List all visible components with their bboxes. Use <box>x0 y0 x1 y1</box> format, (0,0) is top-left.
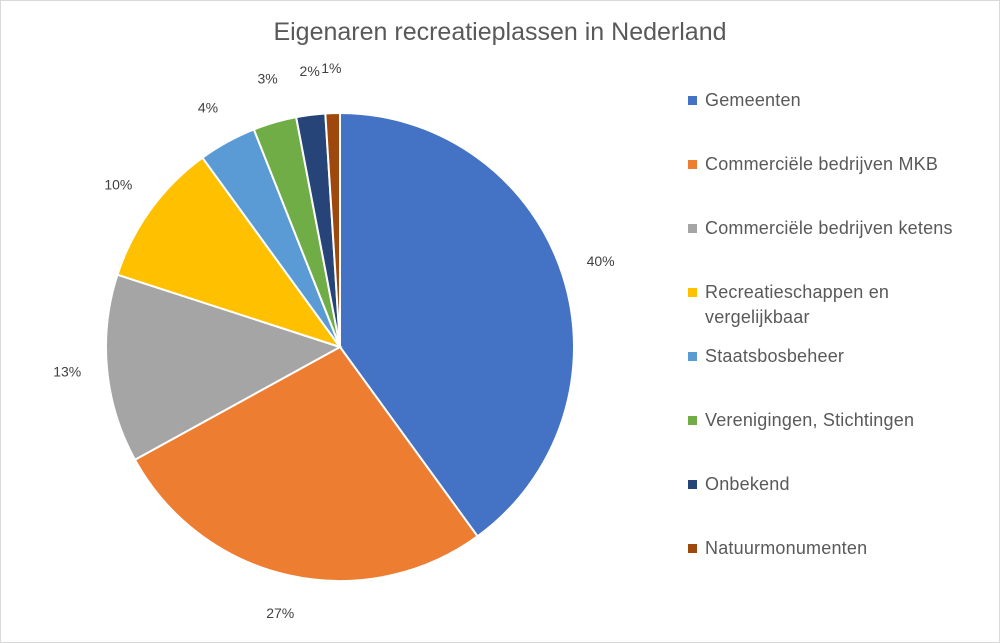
legend-label: Commerciële bedrijven ketens <box>705 218 953 238</box>
legend-label: Recreatieschappen en vergelijkbaar <box>705 282 890 327</box>
legend-label: Gemeenten <box>705 90 801 110</box>
pie-slice <box>133 345 479 582</box>
pie-slice <box>339 111 575 538</box>
legend-swatch <box>688 224 697 233</box>
data-label: 1% <box>321 60 341 76</box>
data-label: 10% <box>104 177 132 193</box>
legend-label: Verenigingen, Stichtingen <box>705 410 915 430</box>
legend-item: Natuurmonumenten <box>688 536 988 561</box>
legend-label: Natuurmonumenten <box>705 538 868 558</box>
data-label: 13% <box>53 363 81 379</box>
legend-label: Staatsbosbeheer <box>705 346 845 366</box>
data-label: 2% <box>300 63 320 79</box>
legend-label: Commerciële bedrijven MKB <box>705 154 939 174</box>
chart-title: Eigenaren recreatieplassen in Nederland <box>273 18 727 46</box>
data-label: 3% <box>257 71 277 87</box>
legend-item: Verenigingen, Stichtingen <box>688 408 988 433</box>
legend-swatch <box>688 352 697 361</box>
legend-label: Onbekend <box>705 474 790 494</box>
legend-item: Onbekend <box>688 472 988 497</box>
data-label: 40% <box>587 253 615 269</box>
legend-item: Recreatieschappen en vergelijkbaar <box>688 280 988 330</box>
legend-item: Staatsbosbeheer <box>688 344 988 369</box>
legend-swatch <box>688 544 697 553</box>
data-label: 27% <box>266 605 294 621</box>
legend-swatch <box>688 416 697 425</box>
pie-slice <box>116 156 343 349</box>
legend-swatch <box>688 288 697 297</box>
legend-item: Commerciële bedrijven MKB <box>688 152 988 177</box>
legend-swatch <box>688 96 697 105</box>
data-label: 4% <box>198 100 218 116</box>
legend-swatch <box>688 480 697 489</box>
pie-slice <box>105 273 343 462</box>
legend-item: Gemeenten <box>688 88 988 113</box>
legend-item: Commerciële bedrijven ketens <box>688 216 988 241</box>
legend-swatch <box>688 160 697 169</box>
pie-slice <box>324 111 341 348</box>
